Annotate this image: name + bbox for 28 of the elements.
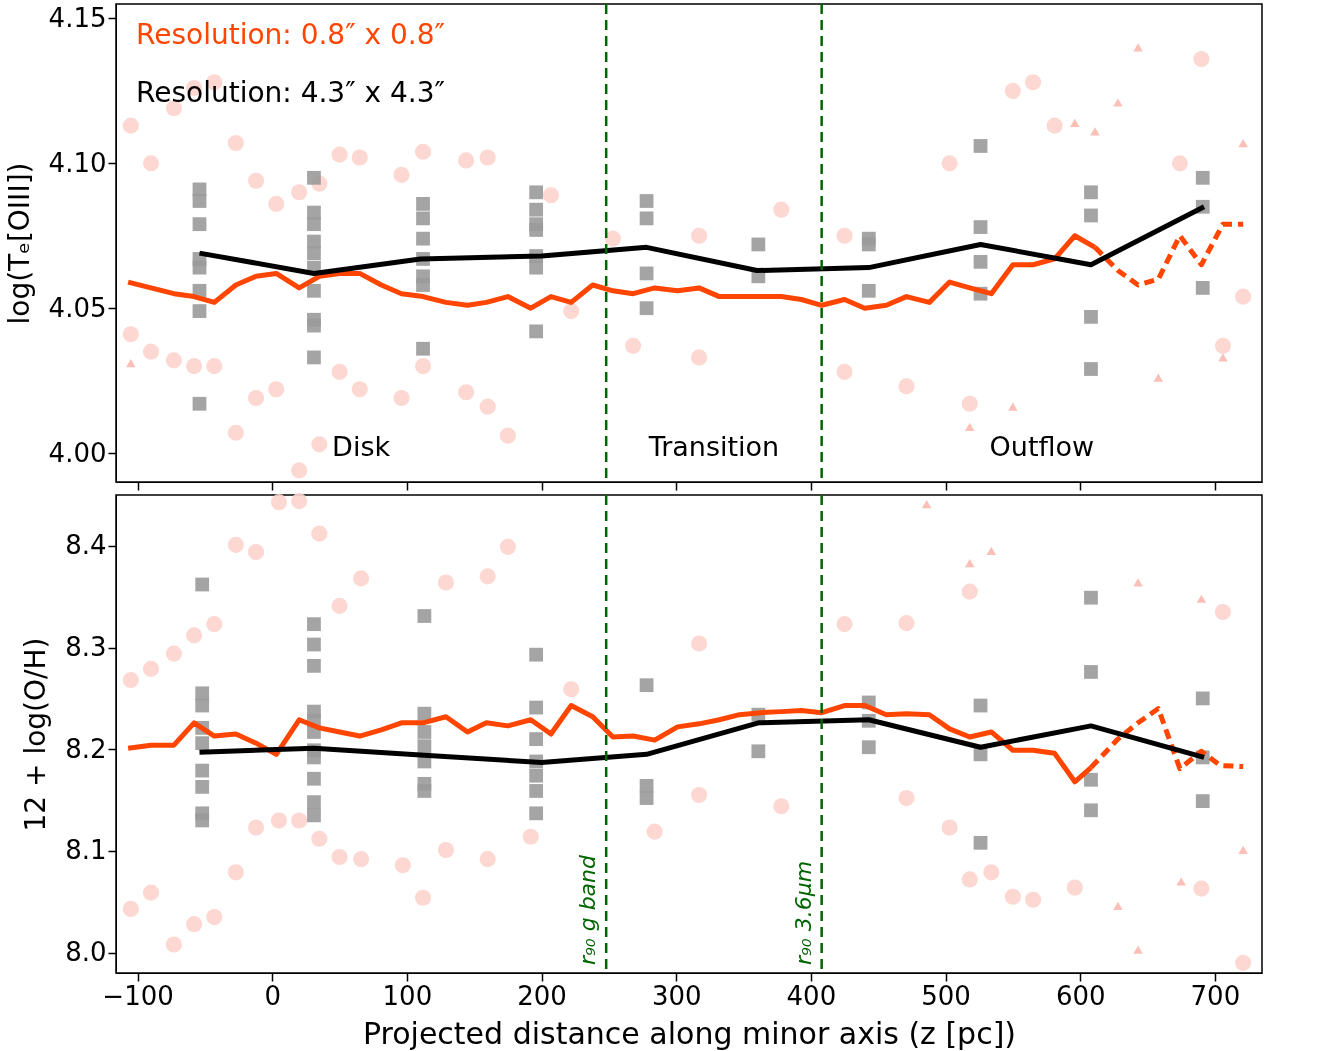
x-tick-label: 400 [786, 980, 837, 1011]
x-tick-label: −100 [102, 980, 174, 1011]
annotation: Disk [332, 431, 391, 462]
y-tick-label: 4.05 [48, 292, 107, 323]
x-axis-title: Projected distance along minor axis (z [pc]) [362, 1015, 1017, 1051]
y-tick-label: 8.2 [65, 733, 107, 764]
annotation: Transition [647, 431, 780, 462]
ref-line-label: r₉₀ g band [575, 853, 601, 965]
y-tick-label: 8.3 [65, 632, 107, 663]
x-tick-label: 600 [1055, 980, 1106, 1011]
y-tick-label: 4.10 [48, 147, 107, 178]
y-tick-label: 8.0 [65, 937, 107, 968]
x-tick-label: 500 [921, 980, 971, 1011]
y-tick-label: 4.15 [48, 2, 107, 33]
y-axis-title: log(Tₑ[OIII]) [2, 162, 36, 325]
x-tick-label: 100 [382, 980, 433, 1011]
x-tick-label: 700 [1190, 980, 1241, 1011]
text: Resolution: 0.8″ x 0.8″ [136, 18, 445, 51]
x-tick-label: 200 [517, 980, 567, 1011]
y-tick-label: 8.4 [65, 530, 107, 561]
annotation: Outflow [989, 431, 1095, 462]
y-tick-label: 4.00 [48, 437, 107, 468]
text: Resolution: 4.3″ x 4.3″ [136, 76, 445, 109]
x-tick-label: 0 [264, 980, 281, 1011]
y-axis-title: 12 + log(O/H) [19, 637, 53, 832]
y-tick-label: 8.1 [65, 835, 107, 866]
ref-line-label: r₉₀ 3.6μm [790, 860, 816, 965]
x-tick-label: 300 [651, 980, 702, 1011]
